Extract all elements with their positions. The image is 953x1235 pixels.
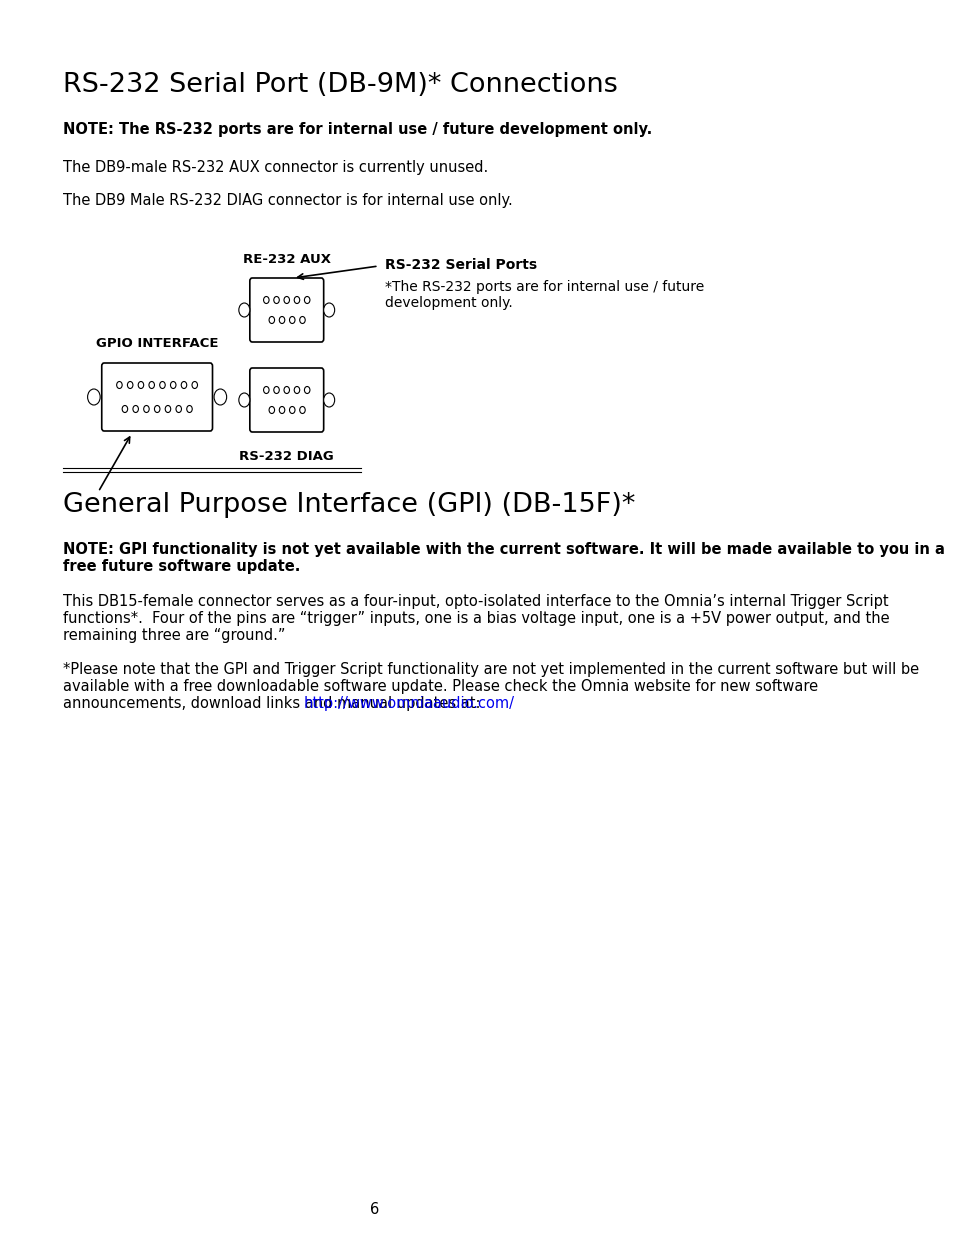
Text: http://www.omniaaudio.com/: http://www.omniaaudio.com/ [303,697,514,711]
FancyBboxPatch shape [250,278,323,342]
Text: NOTE: GPI functionality is not yet available with the current software. It will : NOTE: GPI functionality is not yet avail… [63,542,943,557]
Circle shape [284,387,289,394]
Circle shape [279,316,285,324]
Circle shape [88,389,100,405]
Text: General Purpose Interface (GPI) (DB-15F)*: General Purpose Interface (GPI) (DB-15F)… [63,492,635,517]
FancyBboxPatch shape [250,368,323,432]
Circle shape [165,405,171,412]
Text: free future software update.: free future software update. [63,559,300,574]
Circle shape [299,316,305,324]
Text: GPIO INTERFACE: GPIO INTERFACE [95,337,218,350]
Circle shape [116,382,122,389]
Text: The DB9 Male RS-232 DIAG connector is for internal use only.: The DB9 Male RS-232 DIAG connector is fo… [63,193,512,207]
Circle shape [159,382,165,389]
Circle shape [132,405,138,412]
Text: RS-232 Serial Port (DB-9M)* Connections: RS-232 Serial Port (DB-9M)* Connections [63,72,618,98]
Circle shape [284,296,289,304]
Text: announcements, download links and manual updates at:: announcements, download links and manual… [63,697,484,711]
Circle shape [144,405,149,412]
Circle shape [269,316,274,324]
Circle shape [274,387,279,394]
Circle shape [171,382,175,389]
Text: This DB15-female connector serves as a four-input, opto-isolated interface to th: This DB15-female connector serves as a f… [63,594,887,609]
Circle shape [289,316,294,324]
Circle shape [279,406,285,414]
Text: *The RS-232 ports are for internal use / future
development only.: *The RS-232 ports are for internal use /… [385,280,703,310]
Circle shape [263,296,269,304]
Circle shape [149,382,154,389]
Text: remaining three are “ground.”: remaining three are “ground.” [63,629,285,643]
Circle shape [122,405,128,412]
Circle shape [238,393,250,408]
Circle shape [154,405,160,412]
Circle shape [299,406,305,414]
Circle shape [213,389,227,405]
Text: available with a free downloadable software update. Please check the Omnia websi: available with a free downloadable softw… [63,679,817,694]
Circle shape [323,393,335,408]
Circle shape [323,303,335,317]
Text: functions*.  Four of the pins are “trigger” inputs, one is a bias voltage input,: functions*. Four of the pins are “trigge… [63,611,888,626]
Circle shape [138,382,144,389]
Text: 6: 6 [370,1202,379,1216]
Circle shape [192,382,197,389]
Circle shape [128,382,132,389]
Text: NOTE: The RS-232 ports are for internal use / future development only.: NOTE: The RS-232 ports are for internal … [63,122,652,137]
Circle shape [304,387,310,394]
Text: RS-232 DIAG: RS-232 DIAG [239,450,334,463]
FancyBboxPatch shape [102,363,213,431]
Circle shape [289,406,294,414]
Circle shape [263,387,269,394]
Text: The DB9-male RS-232 AUX connector is currently unused.: The DB9-male RS-232 AUX connector is cur… [63,161,488,175]
Text: *Please note that the GPI and Trigger Script functionality are not yet implement: *Please note that the GPI and Trigger Sc… [63,662,918,677]
Circle shape [175,405,181,412]
Circle shape [238,303,250,317]
Circle shape [294,387,299,394]
Circle shape [187,405,193,412]
Circle shape [304,296,310,304]
Circle shape [294,296,299,304]
Circle shape [269,406,274,414]
Circle shape [181,382,187,389]
Text: RE-232 AUX: RE-232 AUX [242,253,331,266]
Text: RS-232 Serial Ports: RS-232 Serial Ports [385,258,537,272]
Circle shape [274,296,279,304]
